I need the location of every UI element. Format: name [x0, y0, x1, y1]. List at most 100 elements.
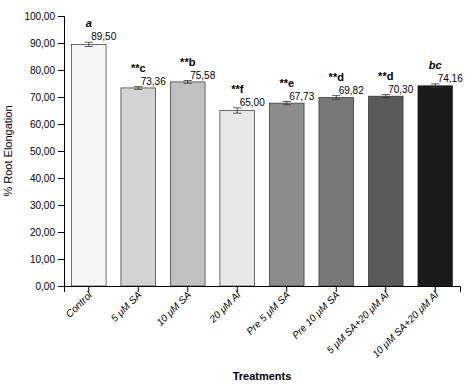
- x-tick-label: 10 μM SA: [154, 289, 193, 328]
- x-tick-mark: [187, 286, 188, 292]
- y-tick-mark: [58, 205, 64, 206]
- bar: [220, 111, 255, 287]
- error-cap: [382, 97, 390, 98]
- x-tick-label: Pre 10 μM SA: [290, 289, 342, 341]
- data-label: 89,50: [91, 31, 116, 42]
- x-tick-label: 5 μM SA: [109, 289, 144, 324]
- error-cap: [332, 99, 340, 100]
- y-tick-label: 70,00: [30, 92, 55, 103]
- y-tick-label: 100,00: [24, 11, 55, 22]
- y-tick-mark: [58, 151, 64, 152]
- error-bar: [187, 81, 188, 84]
- y-tick-label: 20,00: [30, 227, 55, 238]
- data-label: 73,36: [141, 76, 166, 87]
- y-tick: 0,00: [36, 281, 64, 292]
- annotations: a **c **b **f **e **d **d bc: [86, 17, 442, 95]
- axis-line: [58, 17, 65, 287]
- significance-label: **c: [131, 62, 146, 74]
- error-bar: [435, 84, 436, 88]
- y-tick-mark: [58, 16, 64, 17]
- y-tick-label: 0,00: [36, 281, 56, 292]
- y-axis-title: % Root Elongation: [2, 105, 14, 196]
- error-bar: [138, 87, 139, 90]
- y-tick: 90,00: [30, 38, 64, 49]
- x-tick: 10 μM SA: [154, 286, 193, 328]
- error-cap: [134, 89, 142, 90]
- y-tick-mark: [58, 43, 64, 44]
- x-tick: 20 μM Al: [206, 286, 243, 325]
- y-tick: 60,00: [30, 119, 64, 130]
- x-tick-mark: [435, 286, 436, 292]
- x-tick-mark: [88, 286, 89, 292]
- error-cap: [431, 87, 439, 88]
- y-tick: 100,00: [24, 11, 64, 22]
- plot: 0,00 10,00 20,00 30,00 40,00 50,00 60,00 70,00 8…: [2, 11, 463, 382]
- y-tick-label: 90,00: [30, 38, 55, 49]
- y-tick-mark: [58, 232, 64, 233]
- y-tick: 20,00: [30, 227, 64, 238]
- y-tick-mark: [58, 259, 64, 260]
- y-tick-label: 50,00: [30, 146, 55, 157]
- x-tick: 5 μM SA: [109, 286, 144, 324]
- bar: [121, 88, 156, 286]
- significance-label: a: [86, 17, 92, 29]
- y-tick: 10,00: [30, 254, 64, 265]
- x-tick-mark: [286, 286, 287, 292]
- y-tick: 40,00: [30, 173, 64, 184]
- y-tick: 50,00: [30, 146, 64, 157]
- error-bar: [88, 42, 89, 46]
- data-labels: 89,5073,3675,5865,0067,7369,8270,3074,16: [91, 31, 463, 108]
- significance-label: bc: [429, 59, 442, 71]
- y-axis: 0,00 10,00 20,00 30,00 40,00 50,00 60,00 70,00 8…: [24, 11, 64, 292]
- y-tick-label: 80,00: [30, 65, 55, 76]
- significance-label: **f: [231, 83, 244, 95]
- error-bar: [385, 95, 386, 98]
- x-axis: Control 5 μM SA 10 μM SA 20 μM AlPre 5 μM S…: [63, 286, 460, 360]
- x-tick-label: 20 μM Al: [206, 289, 243, 326]
- x-tick: Pre 5 μM SA: [244, 286, 292, 337]
- error-cap: [283, 104, 291, 105]
- y-tick: 30,00: [30, 200, 64, 211]
- bar: [319, 97, 354, 286]
- data-label: 67,73: [289, 91, 314, 102]
- y-tick: 80,00: [30, 65, 64, 76]
- data-label: 74,16: [438, 73, 463, 84]
- error-cap: [85, 46, 93, 47]
- x-tick: 10 μM SA+20 μM Al: [370, 286, 441, 360]
- significance-label: **e: [279, 77, 294, 89]
- y-tick-mark: [58, 70, 64, 71]
- significance-label: **d: [378, 70, 393, 82]
- error-cap: [233, 113, 241, 114]
- error-bar: [336, 96, 337, 100]
- bar: [269, 103, 304, 286]
- error-bar: [237, 108, 238, 113]
- bar: [368, 96, 403, 286]
- x-tick: Pre 10 μM SA: [290, 286, 342, 341]
- data-label: 69,82: [339, 85, 364, 96]
- y-tick-mark: [58, 97, 64, 98]
- x-tick-mark: [336, 286, 337, 292]
- x-tick-mark: [385, 286, 386, 292]
- error-bar: [286, 102, 287, 105]
- chart: 0,00 10,00 20,00 30,00 40,00 50,00 60,00 70,00 8…: [0, 0, 474, 386]
- x-tick-label: Control: [63, 289, 94, 320]
- data-label: 75,58: [190, 70, 215, 81]
- significance-label: **d: [329, 71, 344, 83]
- bar: [170, 82, 205, 286]
- error-cap: [184, 83, 192, 84]
- y-tick: 70,00: [30, 92, 64, 103]
- x-tick-mark: [237, 286, 238, 292]
- x-tick-mark: [138, 286, 139, 292]
- bar: [418, 86, 453, 286]
- y-tick-label: 10,00: [30, 254, 55, 265]
- data-label: 65,00: [240, 97, 265, 108]
- bars: [71, 42, 452, 286]
- significance-label: **b: [180, 56, 196, 68]
- x-tick: Control: [63, 286, 94, 320]
- y-tick-label: 30,00: [30, 200, 55, 211]
- y-tick-label: 40,00: [30, 173, 55, 184]
- x-tick-label: 10 μM SA+20 μM Al: [370, 289, 441, 360]
- y-tick-mark: [58, 178, 64, 179]
- x-tick-label: Pre 5 μM SA: [244, 289, 292, 337]
- y-tick-mark: [58, 124, 64, 125]
